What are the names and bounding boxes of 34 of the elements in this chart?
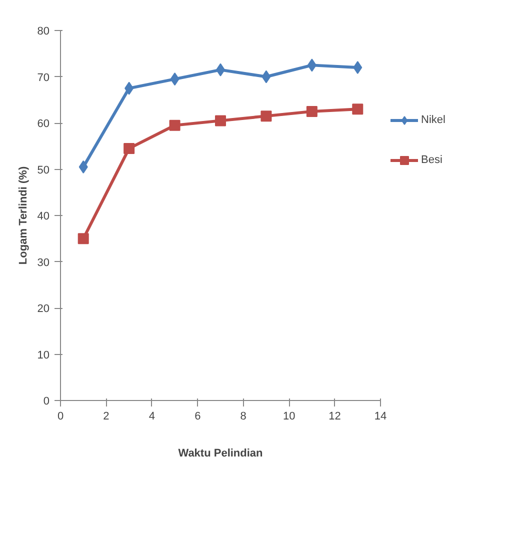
x-tick-label: 10: [282, 410, 296, 422]
point: [78, 160, 88, 174]
x-tick-label: 8: [240, 410, 246, 422]
point: [262, 70, 271, 84]
y-tick-label: 0: [43, 396, 50, 408]
x-tick-label: 2: [103, 410, 110, 422]
y-tick-label: 20: [37, 303, 50, 315]
y-tick-label: 60: [37, 118, 50, 130]
y-tick-label: 70: [37, 72, 50, 84]
point: [78, 233, 89, 244]
point: [307, 58, 316, 72]
x-tick-label: 6: [194, 410, 201, 422]
point: [260, 110, 272, 122]
point: [169, 120, 180, 131]
x-tick-label: 12: [328, 410, 341, 422]
y-tick-label: 40: [37, 210, 50, 222]
y-axis-title: Logam Terlindi (%): [17, 166, 30, 265]
point: [306, 106, 318, 117]
point: [124, 142, 135, 154]
legend-label: Besi: [421, 154, 442, 166]
x-axis-title: Waktu Pelindian: [178, 448, 264, 460]
point: [353, 61, 362, 74]
y-tick-label: 80: [37, 26, 50, 38]
legend-label: Nikel: [421, 114, 446, 126]
y-tick-label: 30: [37, 256, 50, 269]
point: [124, 82, 134, 95]
x-tick-label: 0: [57, 410, 64, 422]
y-tick-label: 50: [37, 164, 50, 176]
x-tick-label: 14: [374, 410, 387, 422]
x-tick-label: 4: [148, 410, 155, 422]
point: [215, 115, 226, 126]
point: [170, 72, 180, 86]
y-tick-label: 10: [37, 349, 50, 362]
point: [352, 104, 364, 115]
